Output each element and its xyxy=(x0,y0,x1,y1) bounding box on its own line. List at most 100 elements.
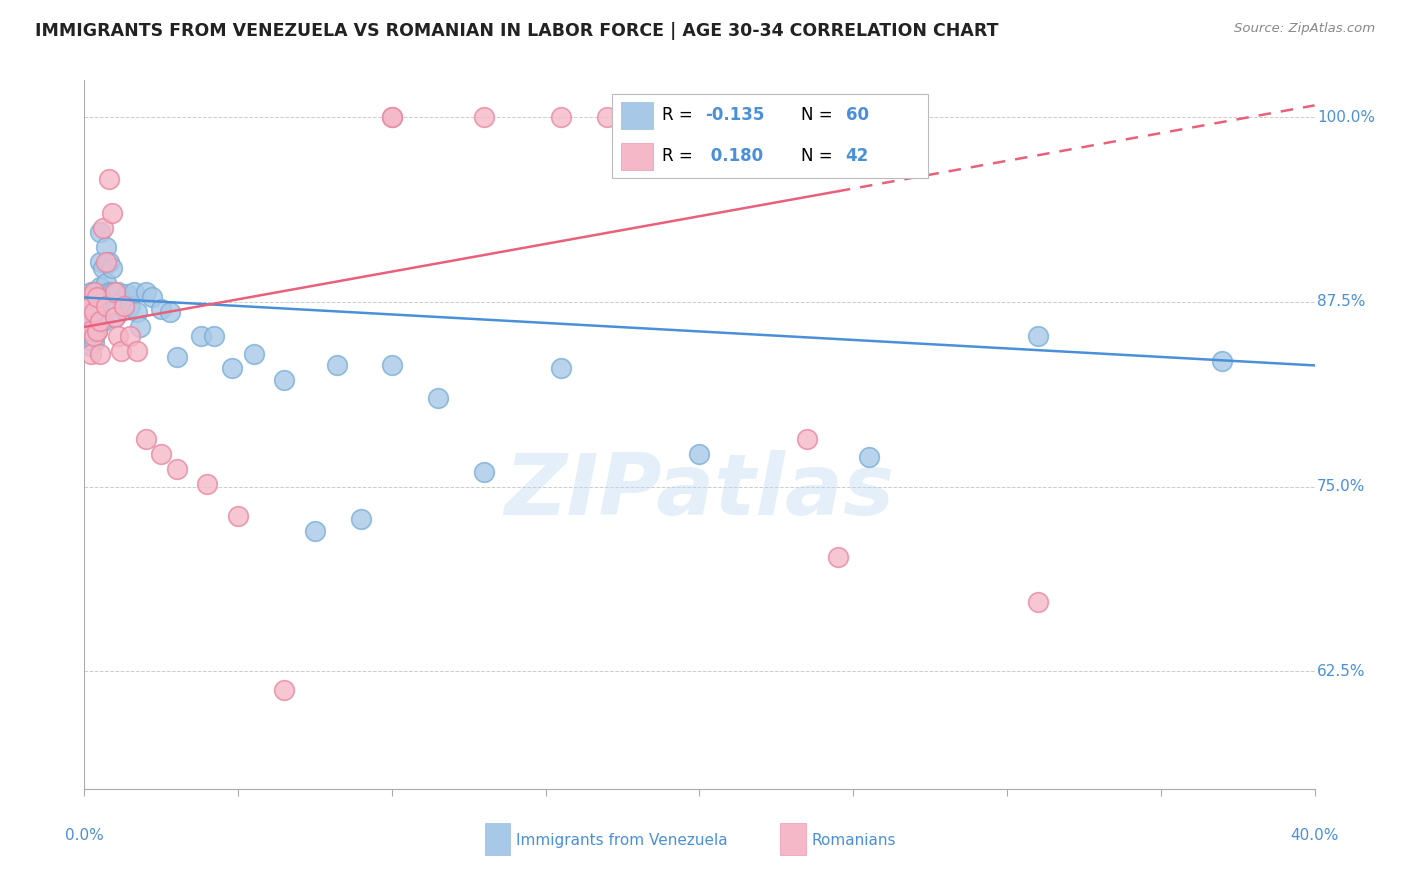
Point xyxy=(689,447,711,461)
Text: Immigrants from Venezuela: Immigrants from Venezuela xyxy=(516,833,728,847)
Point xyxy=(110,343,132,358)
Point xyxy=(79,294,101,309)
Text: 60: 60 xyxy=(846,106,869,124)
Point xyxy=(150,447,173,461)
Point xyxy=(101,260,124,275)
Point xyxy=(273,373,295,387)
FancyBboxPatch shape xyxy=(780,823,806,855)
Point xyxy=(83,285,105,299)
Point xyxy=(550,110,572,124)
FancyBboxPatch shape xyxy=(621,143,652,169)
Point xyxy=(91,314,114,328)
Point xyxy=(86,325,108,339)
Point xyxy=(94,299,117,313)
Text: -0.135: -0.135 xyxy=(704,106,765,124)
Point xyxy=(304,524,326,538)
Point xyxy=(120,329,142,343)
Point xyxy=(325,359,347,373)
Point xyxy=(86,299,108,313)
Point xyxy=(89,346,111,360)
Point xyxy=(104,310,127,324)
Point xyxy=(76,314,98,328)
FancyBboxPatch shape xyxy=(485,823,510,855)
Point xyxy=(76,294,98,309)
Point xyxy=(472,110,495,124)
Point xyxy=(79,325,101,339)
Text: 0.180: 0.180 xyxy=(704,146,763,164)
Point xyxy=(226,509,249,524)
FancyBboxPatch shape xyxy=(621,103,652,129)
Point xyxy=(197,476,219,491)
Text: R =: R = xyxy=(662,106,699,124)
Point xyxy=(107,285,129,299)
Point xyxy=(91,260,114,275)
Point xyxy=(858,450,880,464)
Point xyxy=(79,285,101,299)
Point xyxy=(135,432,157,446)
Point xyxy=(1026,329,1049,343)
Point xyxy=(86,290,108,304)
Point xyxy=(83,305,105,319)
Text: 40.0%: 40.0% xyxy=(1291,828,1339,843)
Text: IMMIGRANTS FROM VENEZUELA VS ROMANIAN IN LABOR FORCE | AGE 30-34 CORRELATION CHA: IMMIGRANTS FROM VENEZUELA VS ROMANIAN IN… xyxy=(35,22,998,40)
Point xyxy=(596,110,619,124)
Point xyxy=(273,683,295,698)
Point xyxy=(76,290,98,304)
Point xyxy=(242,346,264,360)
Point xyxy=(135,285,157,299)
Point xyxy=(117,287,139,301)
Text: 87.5%: 87.5% xyxy=(1317,294,1365,310)
Point xyxy=(79,299,101,313)
Point xyxy=(125,343,148,358)
Point xyxy=(89,226,111,240)
Point xyxy=(104,310,127,324)
FancyBboxPatch shape xyxy=(612,94,928,178)
Text: ZIPatlas: ZIPatlas xyxy=(505,450,894,533)
Point xyxy=(76,305,98,319)
Point xyxy=(112,302,135,317)
Point xyxy=(104,285,127,299)
Point xyxy=(128,320,150,334)
Point xyxy=(190,329,212,343)
Point xyxy=(381,110,404,124)
Point xyxy=(94,255,117,269)
Point xyxy=(76,290,98,304)
Point xyxy=(94,240,117,254)
Point xyxy=(550,361,572,376)
Point xyxy=(110,294,132,309)
Text: 42: 42 xyxy=(846,146,869,164)
Point xyxy=(91,287,114,301)
Point xyxy=(159,305,181,319)
Point xyxy=(350,512,373,526)
Point xyxy=(98,285,120,299)
Point xyxy=(221,361,243,376)
Point xyxy=(101,285,124,299)
Point xyxy=(83,334,105,349)
Text: R =: R = xyxy=(662,146,699,164)
Point xyxy=(98,172,120,186)
Point xyxy=(91,221,114,235)
Point xyxy=(83,305,105,319)
Text: 0.0%: 0.0% xyxy=(65,828,104,843)
Point xyxy=(150,302,173,317)
Point xyxy=(427,391,450,405)
Point xyxy=(166,462,188,476)
Text: 100.0%: 100.0% xyxy=(1317,110,1375,125)
Point xyxy=(827,550,849,565)
Point xyxy=(83,294,105,309)
Point xyxy=(1026,595,1049,609)
Text: Source: ZipAtlas.com: Source: ZipAtlas.com xyxy=(1234,22,1375,36)
Point xyxy=(101,206,124,220)
Point xyxy=(120,299,142,313)
Point xyxy=(83,320,105,334)
Point xyxy=(718,110,741,124)
Point xyxy=(94,276,117,290)
Point xyxy=(83,329,105,343)
Point xyxy=(749,110,772,124)
Point xyxy=(104,285,127,299)
Point xyxy=(89,255,111,269)
Point xyxy=(107,329,129,343)
Text: N =: N = xyxy=(801,146,838,164)
Text: 75.0%: 75.0% xyxy=(1317,479,1365,494)
Point xyxy=(86,287,108,301)
